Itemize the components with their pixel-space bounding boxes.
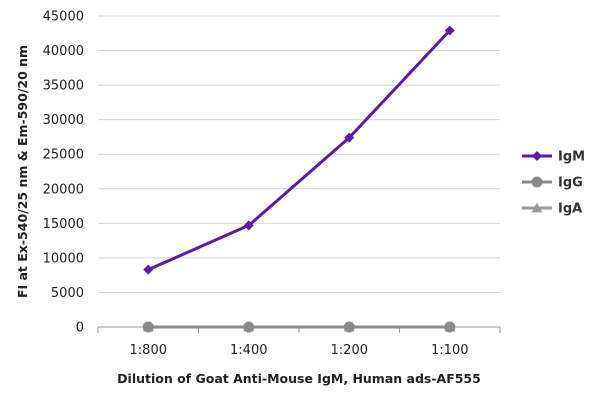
y-tick-label: 45000	[43, 10, 84, 25]
y-tick-label: 10000	[43, 251, 84, 266]
x-tick-label-1:100: 1:100	[431, 343, 468, 358]
data-point-IgG-1:100	[444, 321, 456, 333]
data-point-IgM-1:400	[243, 220, 254, 231]
series-group	[142, 25, 456, 333]
legend-item-IgA: IgA	[522, 202, 582, 217]
x-tick-label-1:800: 1:800	[130, 343, 167, 358]
x-tick-label-1:400: 1:400	[230, 343, 267, 358]
legend-label-IgM: IgM	[558, 150, 585, 165]
y-tick-label: 0	[76, 321, 84, 336]
gridlines	[98, 15, 500, 293]
data-point-IgG-1:400	[243, 321, 255, 333]
legend-item-IgM: IgM	[522, 150, 585, 165]
legend-item-IgG: IgG	[522, 176, 583, 191]
y-tick-label: 25000	[43, 148, 84, 163]
legend-marker-IgG	[531, 176, 543, 188]
legend-label-IgG: IgG	[558, 176, 583, 191]
y-tick-label: 15000	[43, 217, 84, 232]
y-axis-ticks: 0 5000 10000 15000 20000 25000 30000 35000 40000…	[43, 10, 84, 336]
series-IgM	[143, 25, 455, 275]
data-point-IgM-1:100	[444, 25, 455, 36]
data-point-IgM-1:800	[143, 264, 154, 275]
y-tick-label: 5000	[51, 286, 84, 301]
data-point-IgG-1:800	[142, 321, 154, 333]
x-axis-title: Dilution of Goat Anti-Mouse IgM, Human a…	[117, 371, 481, 386]
data-point-IgM-1:200	[344, 132, 355, 143]
data-point-IgG-1:200	[343, 321, 355, 333]
legend-marker-IgA	[531, 202, 543, 213]
legend: IgM IgG IgA	[522, 150, 585, 217]
legend-marker-IgM	[532, 151, 542, 161]
x-tick-label-1:200: 1:200	[331, 343, 368, 358]
y-tick-label: 40000	[43, 44, 84, 59]
y-tick-label: 30000	[43, 113, 84, 128]
legend-label-IgA: IgA	[558, 202, 582, 217]
y-tick-label: 20000	[43, 182, 84, 197]
y-axis-title: FI at Ex-540/25 nm & Em-590/20 nm	[15, 45, 30, 298]
y-tick-label: 35000	[43, 79, 84, 94]
series-IgG	[142, 321, 456, 333]
x-axis-ticks: 1:800 1:400 1:200 1:100	[97, 327, 501, 358]
series-line-IgM	[147, 29, 451, 272]
